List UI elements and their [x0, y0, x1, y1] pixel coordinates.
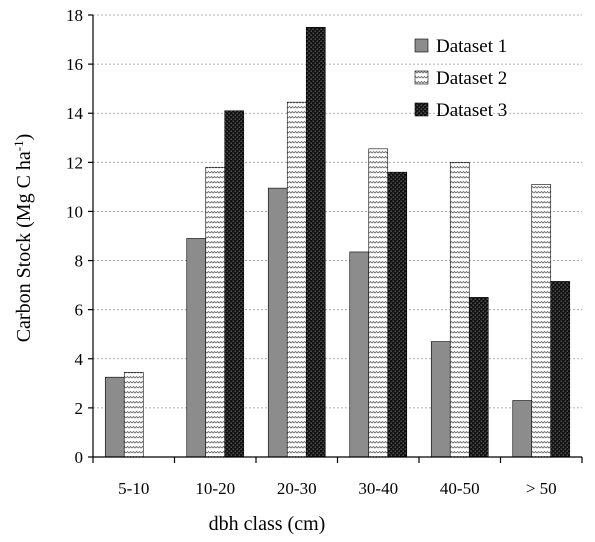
- y-tick-label: 14: [66, 104, 84, 123]
- bar-1-0: [104, 376, 125, 458]
- y-tick-label: 2: [75, 399, 84, 418]
- bar-2-5: [531, 184, 552, 458]
- x-tick-label: 20-30: [277, 479, 317, 498]
- y-tick-label: 12: [66, 153, 83, 172]
- x-tick-label: 40-50: [440, 479, 480, 498]
- y-axis-title: Carbon Stock (Mg C ha-1): [11, 134, 35, 343]
- y-tick-labels: 0 2 4 6 8 10 12 14 16 18: [66, 6, 84, 467]
- bar-3-2: [305, 26, 326, 458]
- y-tick-label: 4: [75, 350, 84, 369]
- bar-1-2: [267, 187, 288, 458]
- y-tick-label: 16: [66, 55, 83, 74]
- bar-2-4: [449, 162, 470, 458]
- legend-label-2: Dataset 2: [436, 68, 507, 89]
- y-axis-title-superscript: -1: [11, 140, 26, 151]
- bar-2-3: [368, 148, 389, 458]
- bar-1-5: [512, 400, 533, 458]
- y-tick-label: 18: [66, 6, 83, 25]
- x-tick-label: 10-20: [195, 479, 235, 498]
- bars-group: [104, 26, 571, 458]
- legend-swatch-3: [414, 102, 429, 117]
- bar-1-1: [186, 238, 207, 458]
- bar-3-1: [224, 110, 245, 458]
- x-axis-title: dbh class (cm): [209, 513, 326, 535]
- axes: [88, 14, 583, 463]
- y-tick-label: 10: [66, 202, 83, 221]
- legend-label-1: Dataset 1: [436, 36, 507, 57]
- y-tick-label: 8: [75, 252, 84, 271]
- legend-swatch-2: [414, 70, 429, 85]
- legend: Dataset 1 Dataset 2 Dataset 3: [414, 36, 507, 121]
- y-axis-title-close: ): [13, 134, 35, 141]
- bar-1-3: [349, 251, 370, 458]
- y-tick-label: 0: [75, 448, 84, 467]
- legend-label-3: Dataset 3: [436, 100, 507, 121]
- y-tick-label: 6: [75, 301, 84, 320]
- gridlines: [93, 14, 582, 409]
- legend-swatch-1: [414, 38, 429, 53]
- x-tick-label: 30-40: [358, 479, 398, 498]
- bar-2-1: [205, 166, 226, 458]
- x-tick-labels: 5-10 10-20 20-30 30-40 40-50 > 50: [118, 479, 557, 498]
- bar-2-0: [123, 371, 144, 458]
- bar-2-2: [286, 101, 307, 458]
- x-tick-label: > 50: [526, 479, 557, 498]
- bar-3-5: [550, 281, 571, 458]
- bar-1-4: [430, 341, 451, 458]
- bar-3-3: [387, 171, 408, 458]
- y-axis-title-main: Carbon Stock (Mg C ha: [13, 151, 35, 342]
- x-tick-label: 5-10: [118, 479, 149, 498]
- bar-3-4: [468, 297, 489, 458]
